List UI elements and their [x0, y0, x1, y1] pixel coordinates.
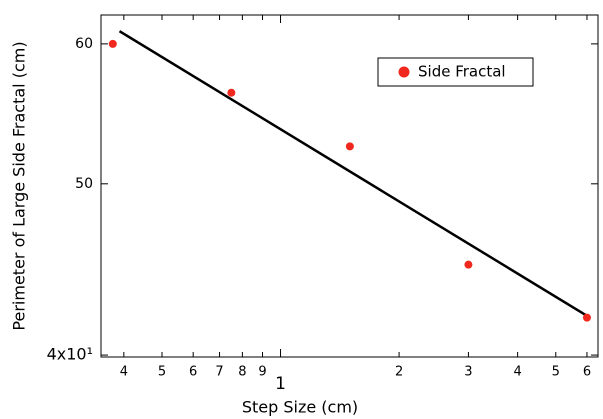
data-point: [582, 313, 591, 322]
x-tick-label: 7: [215, 365, 223, 380]
legend-marker: [398, 66, 410, 78]
x-tick-label: 4: [513, 365, 521, 380]
data-point: [345, 142, 354, 151]
data-point: [227, 88, 236, 97]
plot-frame: [100, 14, 599, 358]
data-point: [108, 39, 117, 48]
y-tick-label: 4x10¹: [47, 345, 93, 364]
legend-label: Side Fractal: [418, 63, 506, 81]
x-tick-label: 5: [158, 365, 166, 380]
y-tick-label: 60: [75, 36, 93, 52]
x-axis-label: Step Size (cm): [242, 398, 358, 417]
x-tick-label: 4: [120, 365, 128, 380]
x-tick-label: 1: [275, 374, 286, 394]
x-tick-label: 6: [583, 365, 591, 380]
data-point: [464, 260, 473, 269]
x-tick-label: 6: [189, 365, 197, 380]
x-tick-label: 3: [464, 365, 472, 380]
y-tick-label: 50: [75, 176, 93, 192]
x-tick-label: 2: [395, 365, 403, 380]
x-tick-label: 5: [552, 365, 560, 380]
fit-line: [118, 30, 588, 317]
y-axis-label: Perimeter of Large Side Fractal (cm): [10, 41, 29, 330]
x-tick-label: 9: [258, 365, 266, 380]
x-tick-label: 8: [238, 365, 246, 380]
